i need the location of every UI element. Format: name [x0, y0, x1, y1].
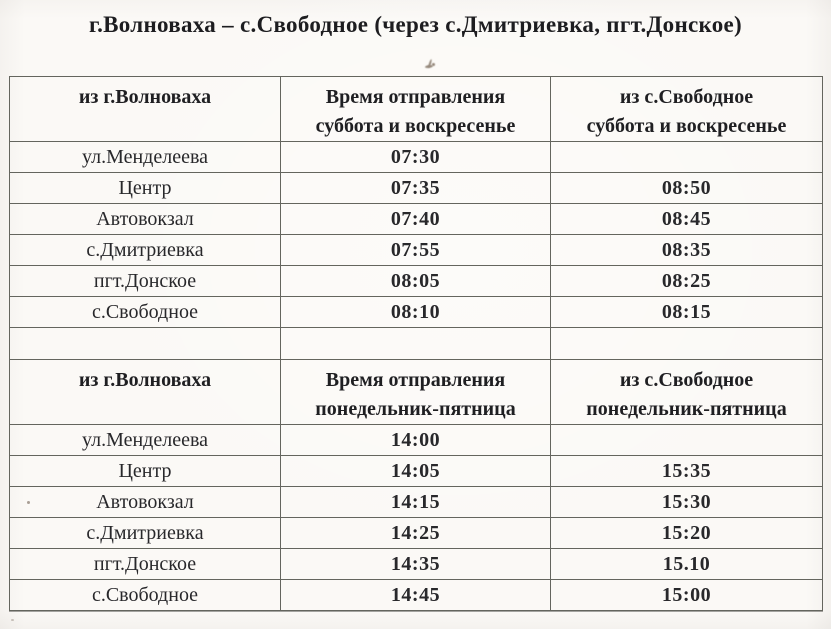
scan-smudge-artifact	[424, 57, 436, 71]
header-departure-time-weekend: Время отправления суббота и воскресенье	[280, 76, 551, 142]
table-row: Центр 14:05 15:35	[9, 455, 823, 487]
depart-time-cell: 14:00	[280, 424, 551, 456]
stop-cell: пгт.Донское	[9, 548, 281, 580]
stop-cell: с.Дмитриевка	[9, 517, 281, 549]
table-row: с.Свободное 14:45 15:00	[9, 579, 823, 611]
empty-cell	[9, 327, 281, 360]
return-time-cell: 08:15	[550, 296, 823, 328]
depart-time-cell: 08:10	[280, 296, 551, 328]
stop-cell: Центр	[9, 455, 281, 487]
route-title: г.Волноваха – с.Свободное (через с.Дмитр…	[88, 12, 743, 37]
table-row: Автовокзал 14:15 15:30	[9, 486, 823, 518]
return-time-cell: 08:35	[550, 234, 823, 266]
table-row: ул.Менделеева 14:00	[9, 424, 823, 456]
depart-time-cell: 07:55	[280, 234, 551, 266]
depart-time-cell: 14:35	[280, 548, 551, 580]
header-departure-time-weekday: Время отправления понедельник-пятница	[280, 359, 551, 425]
stop-cell: с.Дмитриевка	[9, 234, 281, 266]
depart-time-cell: 14:05	[280, 455, 551, 487]
weekend-header-row: из г.Волноваха Время отправления суббота…	[9, 76, 823, 142]
header-from-volnovakha: из г.Волноваха	[9, 359, 281, 425]
table-row: пгт.Донское 08:05 08:25	[9, 265, 823, 297]
depart-time-cell: 14:45	[280, 579, 551, 611]
return-time-cell: 08:50	[550, 172, 823, 204]
table-row: Центр 07:35 08:50	[9, 172, 823, 204]
depart-time-cell: 07:30	[280, 141, 551, 173]
return-time-cell: 15:35	[550, 455, 823, 487]
depart-time-cell: 08:05	[280, 265, 551, 297]
return-time-cell: 08:45	[550, 203, 823, 235]
return-time-cell: 08:25	[550, 265, 823, 297]
return-time-cell: 15:20	[550, 517, 823, 549]
stop-cell: с.Свободное	[9, 579, 281, 611]
stop-cell: пгт.Донское	[9, 265, 281, 297]
table-row: с.Дмитриевка 07:55 08:35	[9, 234, 823, 266]
table-row: с.Дмитриевка 14:25 15:20	[9, 517, 823, 549]
scan-speck	[11, 619, 14, 621]
depart-time-cell: 07:40	[280, 203, 551, 235]
header-from-svobodnoye-weekday: из с.Свободное понедельник-пятница	[550, 359, 823, 425]
table-row: ул.Менделеева 07:30	[9, 141, 823, 173]
stop-cell: ул.Менделеева	[9, 424, 281, 456]
return-time-cell: 15.10	[550, 548, 823, 580]
return-time-cell	[550, 141, 823, 173]
weekday-header-row: из г.Волноваха Время отправления понедел…	[9, 359, 823, 425]
depart-time-cell: 07:35	[280, 172, 551, 204]
depart-time-cell: 14:25	[280, 517, 551, 549]
header-from-svobodnoye-weekend: из с.Свободное суббота и воскресенье	[550, 76, 823, 142]
spacer-row	[9, 327, 823, 360]
table-row: с.Свободное 08:10 08:15	[9, 296, 823, 328]
table-row: пгт.Донское 14:35 15.10	[9, 548, 823, 580]
stop-cell: Центр	[9, 172, 281, 204]
header-from-volnovakha: из г.Волноваха	[9, 76, 281, 142]
stop-cell: с.Свободное	[9, 296, 281, 328]
depart-time-cell: 14:15	[280, 486, 551, 518]
empty-cell	[280, 327, 551, 360]
bus-schedule-table: из г.Волноваха Время отправления суббота…	[9, 76, 823, 611]
return-time-cell: 15:00	[550, 579, 823, 611]
stop-cell: Автовокзал	[9, 203, 281, 235]
return-time-cell: 15:30	[550, 486, 823, 518]
stop-cell: ул.Менделеева	[9, 141, 281, 173]
empty-cell	[550, 327, 823, 360]
table-row: Автовокзал 07:40 08:45	[9, 203, 823, 235]
return-time-cell	[550, 424, 823, 456]
stop-cell: Автовокзал	[9, 486, 281, 518]
